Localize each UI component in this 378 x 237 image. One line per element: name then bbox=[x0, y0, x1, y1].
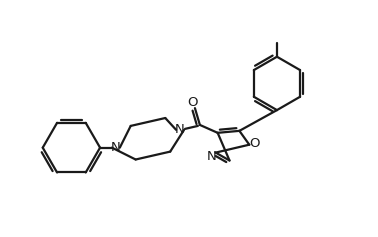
Text: N: N bbox=[175, 123, 185, 136]
Text: N: N bbox=[111, 141, 121, 154]
Text: O: O bbox=[249, 137, 259, 150]
Text: N: N bbox=[207, 150, 217, 163]
Text: O: O bbox=[188, 96, 198, 109]
